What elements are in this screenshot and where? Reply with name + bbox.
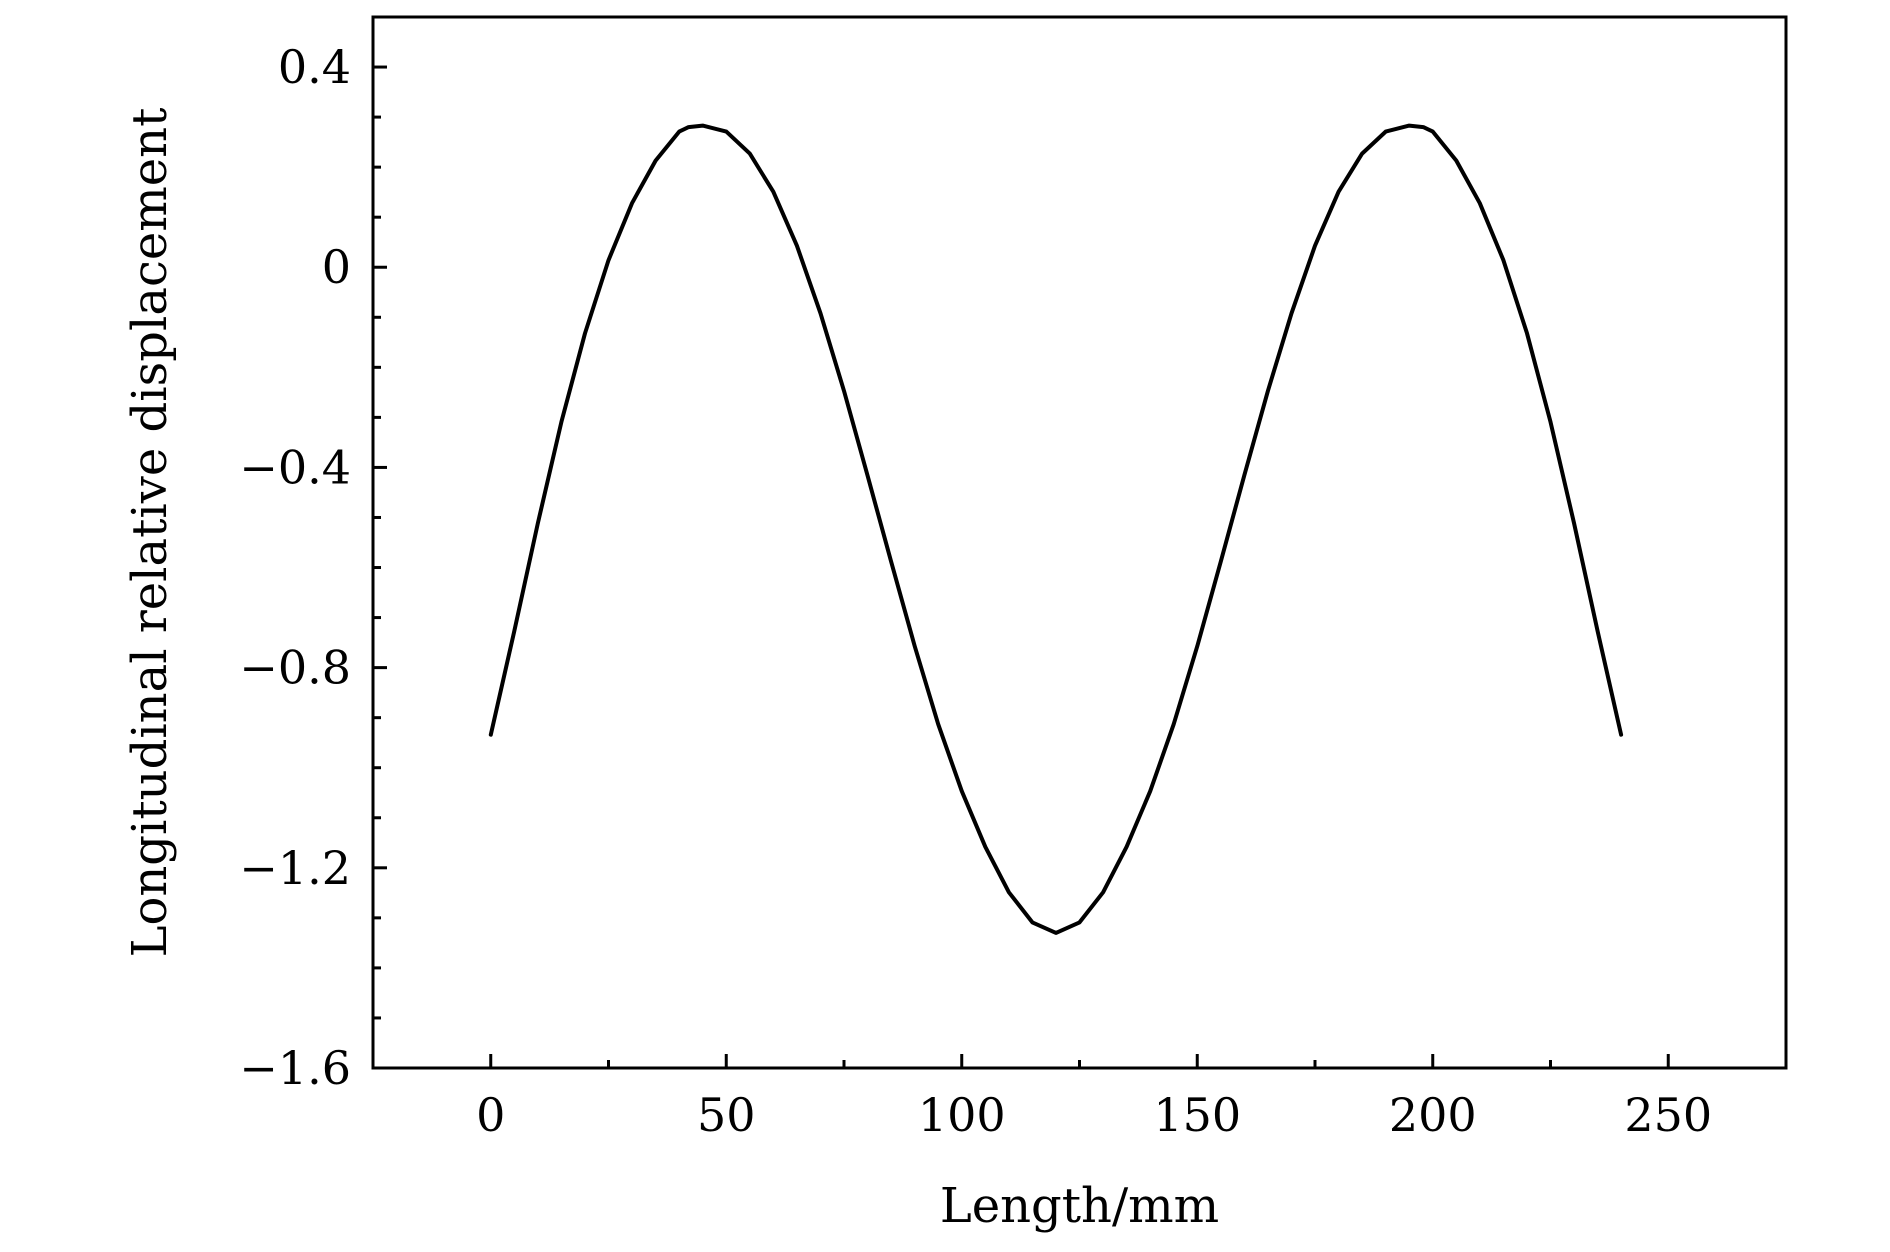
y-tick-label: −0.4 [239,440,351,494]
y-tick-label: −1.6 [239,1041,351,1095]
x-tick-label: 150 [1153,1088,1241,1142]
x-axis-label: Length/mm [940,1178,1219,1234]
series-layer [488,123,1624,935]
x-tick-label: 0 [476,1088,505,1142]
y-tick-label: 0.4 [278,40,351,94]
x-tick-label: 50 [697,1088,756,1142]
series-line [488,123,1624,935]
y-tick-label: 0 [322,240,351,294]
axis-ticks [373,65,1670,1070]
x-tick-label: 100 [918,1088,1006,1142]
x-tick-label: 200 [1389,1088,1477,1142]
y-tick-label: −0.8 [239,641,351,695]
plot-frame [371,15,1788,1070]
x-tick-label: 250 [1624,1088,1712,1142]
y-tick-label: −1.2 [239,841,351,895]
tick-labels: 0 50 100 150 200 250 −1.6 −1.2 −0.8 −0.4 0 0.4 [239,40,1712,1142]
y-axis-label: Longitudinal relative displacement [122,108,178,958]
